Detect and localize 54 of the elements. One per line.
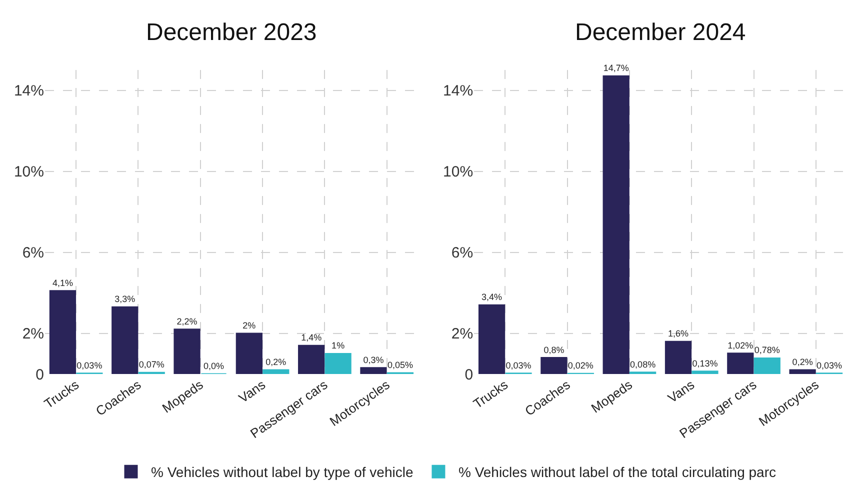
bar	[727, 352, 754, 374]
bar	[262, 369, 290, 374]
data-label: 14,7%	[603, 63, 629, 74]
data-label: 2,2%	[176, 316, 198, 326]
y-tick-label: 6%	[22, 244, 44, 262]
chart-title: December 2023	[146, 19, 317, 46]
data-label: 4,1%	[52, 278, 73, 288]
data-label: 0,3%	[363, 354, 384, 365]
legend-label: % Vehicles without label of the total circulating parc	[458, 464, 776, 480]
y-tick-label: 2%	[451, 326, 474, 343]
data-label: 1,6%	[668, 328, 689, 339]
data-label: 0,13%	[692, 358, 718, 368]
y-tick-label: 14%	[443, 82, 474, 100]
y-tick-label: 10%	[443, 164, 474, 181]
y-tick-label: 0	[464, 366, 474, 384]
bar	[789, 369, 816, 374]
y-tick-label: 6%	[451, 244, 474, 262]
data-label: 0,2%	[266, 356, 286, 367]
data-label: 0,05%	[387, 360, 413, 370]
bar	[540, 357, 568, 374]
bar	[478, 304, 506, 374]
bar	[602, 75, 630, 374]
chart-title: December 2024	[575, 19, 746, 46]
bar	[664, 340, 692, 374]
data-label: 0,03%	[76, 360, 102, 370]
bar	[360, 367, 387, 374]
y-tick-label: 10%	[14, 164, 44, 181]
data-label: 1,02%	[728, 340, 754, 350]
bar	[692, 370, 718, 374]
data-label: 0,08%	[630, 359, 656, 370]
bar	[754, 357, 780, 374]
y-tick-label: 2%	[22, 326, 44, 343]
data-label: 0,8%	[544, 344, 564, 355]
legend-label: % Vehicles without label by type of vehicle	[151, 464, 414, 480]
data-label: 0,2%	[792, 356, 813, 367]
bar	[236, 332, 262, 374]
bar	[112, 306, 138, 374]
data-label: 0,03%	[816, 360, 842, 370]
data-label: 0,03%	[506, 360, 532, 370]
bar	[49, 290, 76, 374]
data-label: 0,78%	[754, 345, 780, 356]
data-label: 0,0%	[203, 361, 224, 371]
bar	[174, 328, 200, 374]
data-label: 3,3%	[114, 294, 136, 304]
y-tick-label: 0	[36, 366, 44, 384]
bar	[324, 352, 352, 374]
bar	[298, 344, 325, 374]
data-label: 0,07%	[138, 360, 164, 370]
data-label: 0,02%	[568, 360, 594, 371]
data-label: 1,4%	[301, 332, 322, 343]
data-label: 1%	[332, 340, 345, 351]
data-label: 2%	[242, 320, 256, 330]
data-label: 3,4%	[482, 292, 502, 302]
y-tick-label: 14%	[14, 82, 44, 100]
